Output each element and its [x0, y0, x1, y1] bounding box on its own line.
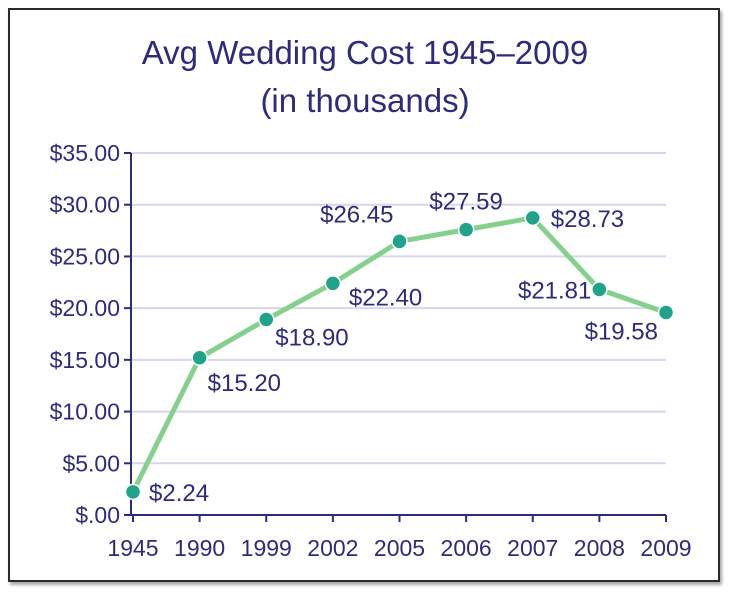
x-tick-label: 1990 — [174, 535, 225, 561]
data-point — [591, 281, 608, 298]
data-point — [191, 349, 208, 367]
series-line — [130, 215, 669, 495]
x-tick-label: 1999 — [241, 535, 292, 561]
data-label: $21.81 — [518, 277, 591, 304]
data-point — [258, 311, 275, 328]
data-point — [124, 483, 142, 501]
x-tick-label: 2002 — [307, 535, 358, 561]
y-tick-label: $30.00 — [50, 192, 120, 218]
x-tick-label: 2006 — [441, 535, 492, 561]
y-tick-label: $10.00 — [50, 399, 120, 425]
data-label: $22.40 — [349, 284, 422, 311]
y-tick-label: $.00 — [75, 502, 120, 528]
x-tick-label: 2005 — [374, 535, 425, 561]
data-label: $27.59 — [429, 189, 502, 216]
y-tick-label: $35.00 — [50, 140, 120, 166]
x-tick-label: 2008 — [574, 535, 625, 561]
data-point — [657, 304, 675, 321]
x-tick-label: 2009 — [640, 535, 691, 561]
data-label: $28.73 — [551, 206, 624, 233]
data-label: $26.45 — [320, 201, 393, 228]
data-point — [524, 209, 541, 227]
chart-subtitle: (in thousands) — [260, 82, 470, 119]
chart-title: Avg Wedding Cost 1945–2009 — [141, 34, 589, 71]
y-tick-label: $5.00 — [62, 450, 120, 476]
data-label: $18.90 — [275, 325, 348, 352]
data-label: $15.20 — [208, 370, 281, 397]
x-tick-label: 1945 — [107, 535, 158, 561]
y-tick-label: $25.00 — [50, 243, 120, 269]
x-tick-label: 2007 — [507, 535, 558, 561]
data-point — [324, 275, 342, 292]
data-label: $19.58 — [585, 318, 658, 345]
y-tick-label: $20.00 — [50, 295, 120, 321]
data-point — [457, 221, 475, 238]
data-point — [391, 233, 408, 250]
y-tick-label: $15.00 — [50, 347, 120, 373]
data-label: $2.24 — [149, 480, 209, 507]
